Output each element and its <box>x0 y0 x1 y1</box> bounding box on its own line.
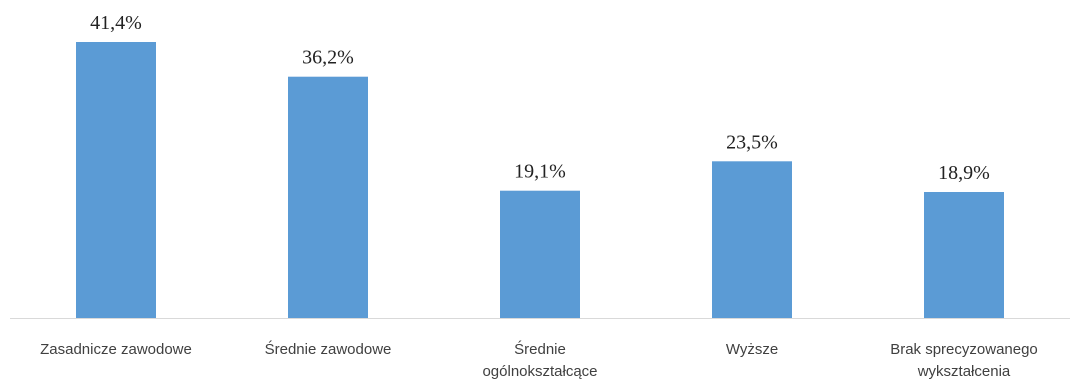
value-label-2: 36,2% <box>302 47 354 69</box>
category-label-line: Brak sprecyzowanego <box>890 341 1038 358</box>
category-label-5: Brak sprecyzowanego wykształcenia <box>890 341 1038 380</box>
value-label-3: 19,1% <box>514 161 566 183</box>
bar-1 <box>76 42 156 318</box>
bar-5 <box>924 192 1004 318</box>
category-label-line: ogólnokształcące <box>482 363 597 380</box>
bar-4 <box>712 161 792 318</box>
value-label-1: 41,4% <box>90 12 142 34</box>
category-label-4: Wyższe <box>726 341 778 358</box>
value-labels-group: 41,4% 36,2% 19,1% 23,5% 18,9% <box>90 12 990 184</box>
value-label-4: 23,5% <box>726 131 778 153</box>
category-labels-group: Zasadnicze zawodowe Średnie zawodowe Średn… <box>40 340 1038 380</box>
category-label-3: Średnie ogólnokształcące <box>482 340 597 380</box>
value-label-5: 18,9% <box>938 162 990 184</box>
category-label-line: Wyższe <box>726 341 778 358</box>
bar-3 <box>500 190 580 318</box>
category-label-1: Zasadnicze zawodowe <box>40 341 192 358</box>
category-label-line: wykształcenia <box>917 363 1011 380</box>
category-label-line: Średnie zawodowe <box>265 340 392 358</box>
bars-group <box>76 42 1004 318</box>
category-label-line: Średnie <box>514 340 566 358</box>
category-label-line: Zasadnicze zawodowe <box>40 341 192 358</box>
bar-2 <box>288 76 368 318</box>
category-label-2: Średnie zawodowe <box>265 340 392 358</box>
